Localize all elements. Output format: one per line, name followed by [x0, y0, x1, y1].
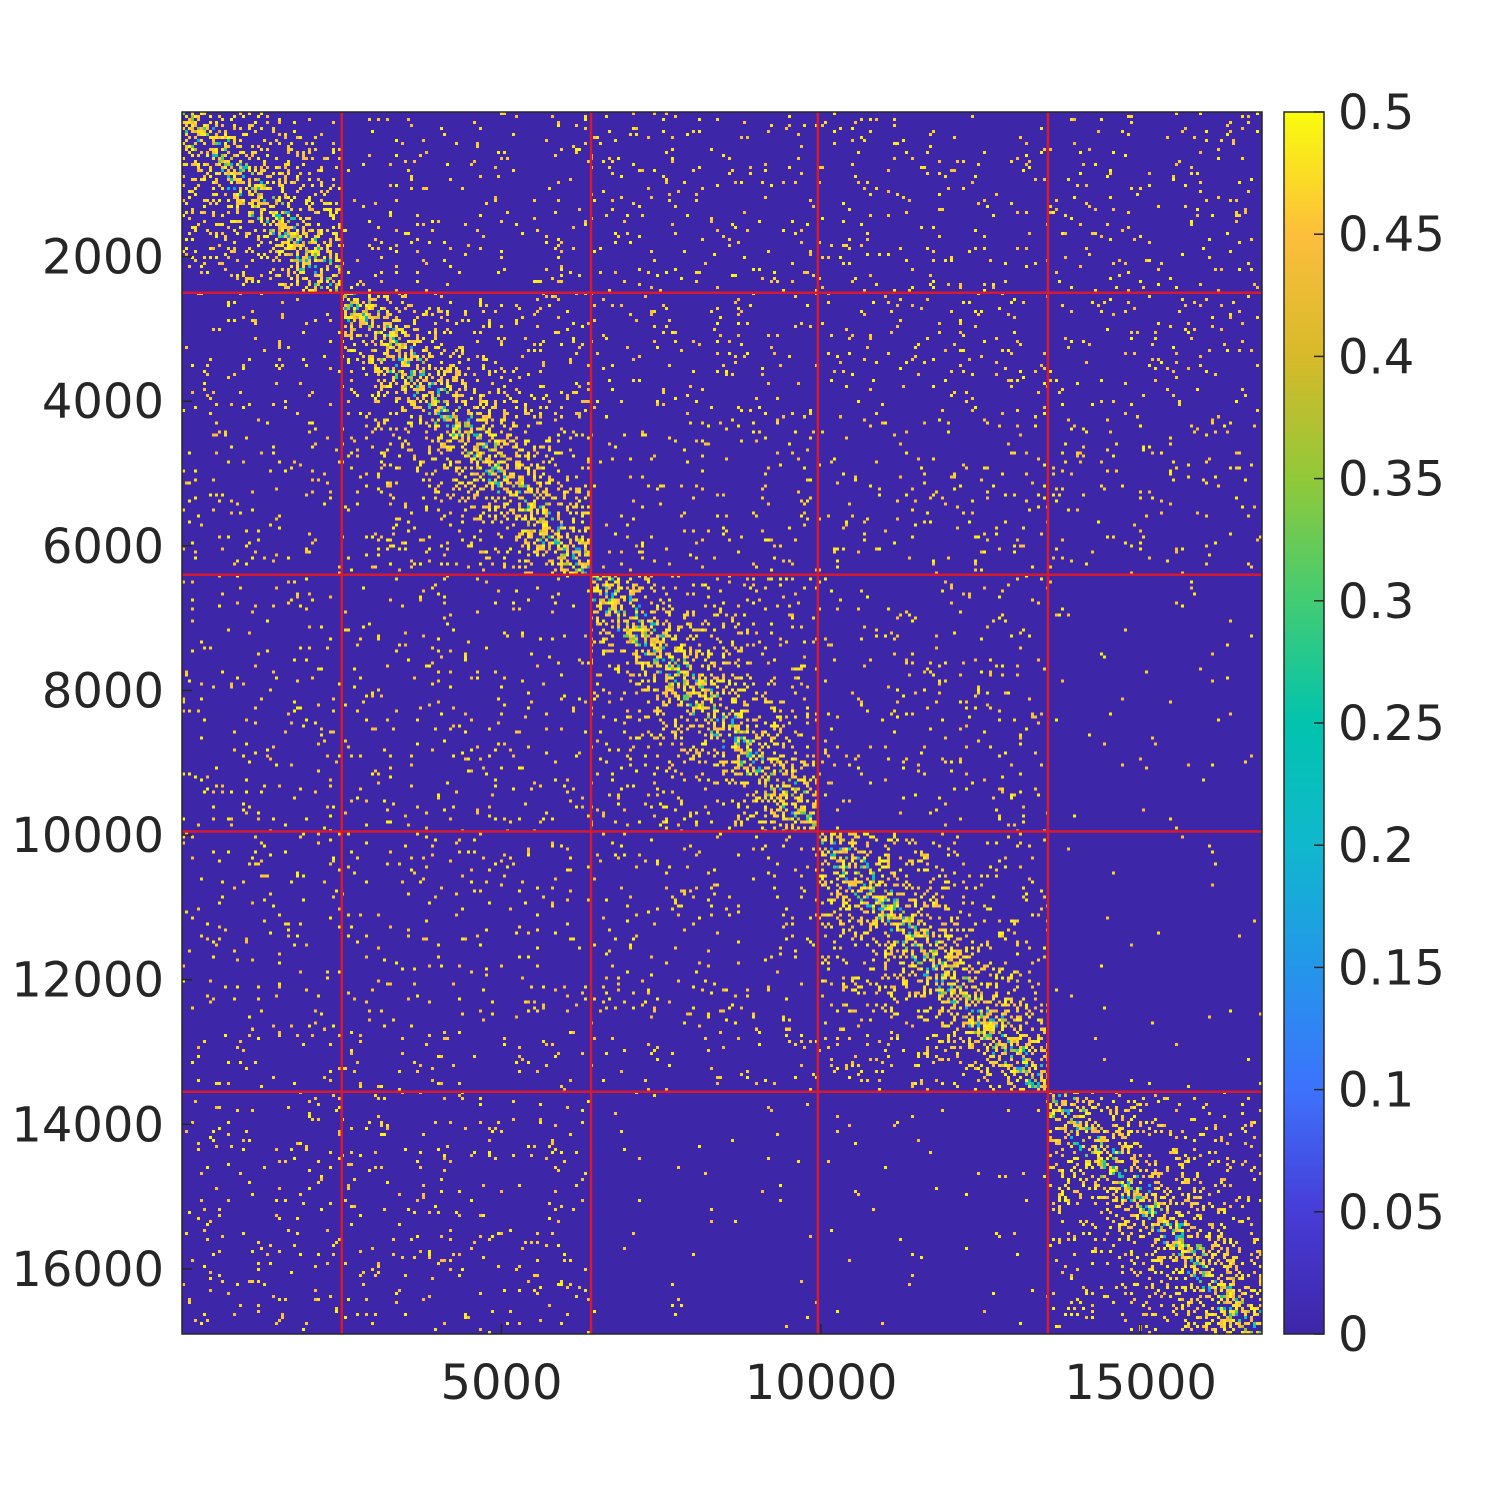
y-tick-label: 14000 — [11, 1097, 164, 1153]
colorbar-tick-label: 0.4 — [1338, 329, 1414, 385]
colorbar-tick-label: 0.5 — [1338, 85, 1414, 141]
x-tick-label: 5000 — [440, 1355, 562, 1411]
colorbar-tick-label: 0.25 — [1338, 696, 1445, 752]
y-tick-label: 6000 — [42, 519, 164, 575]
y-tick-label: 8000 — [42, 663, 164, 719]
y-tick-label: 12000 — [11, 953, 164, 1009]
colorbar-tick-label: 0.2 — [1338, 818, 1414, 874]
colorbar-axis: 0 0.05 0.1 0.15 0.2 0.25 0.3 0.35 0.4 0.45 0.5 — [1314, 85, 1445, 1363]
colorbar-tick-label: 0.45 — [1338, 207, 1445, 263]
heatmap — [182, 112, 1262, 1334]
plot-frame — [181, 111, 1263, 1335]
y-tick-label: 10000 — [11, 808, 164, 864]
x-axis: 5000 10000 15000 — [440, 1324, 1217, 1411]
block-boundary-lines — [182, 112, 1262, 1334]
y-tick-label: 16000 — [11, 1242, 164, 1298]
colorbar-tick-label: 0.1 — [1338, 1063, 1414, 1119]
colorbar-tick-label: 0 — [1338, 1307, 1369, 1363]
y-tick-label: 4000 — [42, 374, 164, 430]
x-tick-label: 15000 — [1064, 1355, 1217, 1411]
y-tick-label: 2000 — [42, 230, 164, 286]
colorbar-tick-label: 0.05 — [1338, 1185, 1445, 1241]
colorbar-tick-label: 0.3 — [1338, 574, 1414, 630]
y-axis: 2000 4000 6000 8000 10000 12000 14000 16000 — [11, 230, 192, 1298]
x-tick-label: 10000 — [745, 1355, 898, 1411]
colorbar-tick-label: 0.35 — [1338, 452, 1445, 508]
colorbar-tick-label: 0.15 — [1338, 940, 1445, 996]
